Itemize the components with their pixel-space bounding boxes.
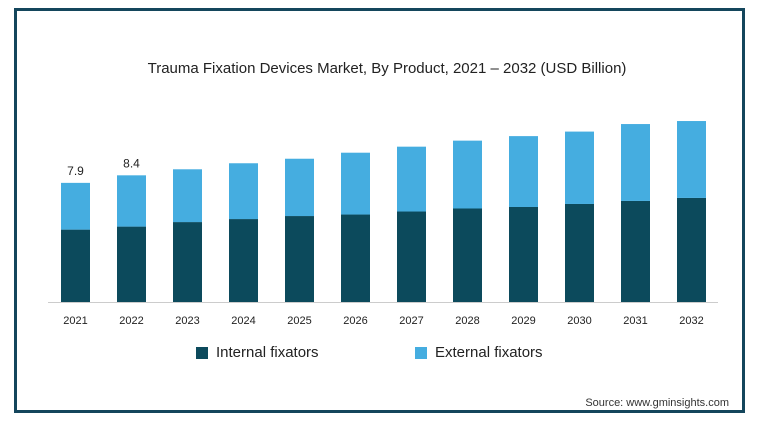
bar-internal-2032 <box>677 197 706 302</box>
legend-swatch-internal <box>196 346 208 359</box>
x-tick-label-2027: 2027 <box>399 315 423 327</box>
data-label-2022: 8.4 <box>123 156 140 170</box>
legend-swatch-external <box>415 346 427 359</box>
x-tick-label-2031: 2031 <box>623 315 647 327</box>
x-tick-label-2023: 2023 <box>175 315 199 327</box>
bar-internal-2031 <box>621 200 650 302</box>
bar-internal-2030 <box>565 203 594 302</box>
bar-external-2027 <box>397 146 426 212</box>
x-tick-label-2024: 2024 <box>231 315 255 327</box>
x-tick-label-2021: 2021 <box>63 315 87 327</box>
bar-internal-2029 <box>509 206 538 302</box>
bar-external-2029 <box>509 136 538 207</box>
bar-external-2021 <box>61 182 90 230</box>
x-tick-label-2022: 2022 <box>119 315 143 327</box>
bar-internal-2028 <box>453 208 482 302</box>
bar-internal-2021 <box>61 229 90 302</box>
bar-external-2032 <box>677 121 706 198</box>
x-tick-label-2026: 2026 <box>343 315 367 327</box>
legend-item-internal: Internal fixators <box>196 344 319 361</box>
source-note: Source: www.gminsights.com <box>585 397 729 409</box>
bar-external-2024 <box>229 163 258 220</box>
x-tick-label-2030: 2030 <box>567 315 591 327</box>
chart-title: Trauma Fixation Devices Market, By Produ… <box>147 60 627 77</box>
bar-external-2030 <box>565 131 594 204</box>
bar-internal-2027 <box>397 211 426 302</box>
bar-external-2025 <box>285 158 314 217</box>
bar-internal-2026 <box>341 214 370 302</box>
bar-internal-2022 <box>117 226 146 302</box>
bar-external-2023 <box>173 169 202 223</box>
x-tick-label-2028: 2028 <box>455 315 479 327</box>
bar-internal-2025 <box>285 216 314 302</box>
bar-external-2028 <box>453 140 482 209</box>
x-tick-label-2032: 2032 <box>679 315 703 327</box>
legend-item-external: External fixators <box>415 344 543 361</box>
bar-external-2026 <box>341 152 370 215</box>
x-tick-label-2025: 2025 <box>287 315 311 327</box>
bar-internal-2023 <box>173 222 202 302</box>
x-tick-label-2029: 2029 <box>511 315 535 327</box>
legend-label-internal: Internal fixators <box>216 344 319 361</box>
legend-label-external: External fixators <box>435 344 543 361</box>
data-label-2021: 7.9 <box>67 164 84 178</box>
legend: Internal fixators External fixators <box>0 344 774 364</box>
bar-internal-2024 <box>229 219 258 302</box>
bar-external-2022 <box>117 175 146 227</box>
bar-external-2031 <box>621 124 650 201</box>
